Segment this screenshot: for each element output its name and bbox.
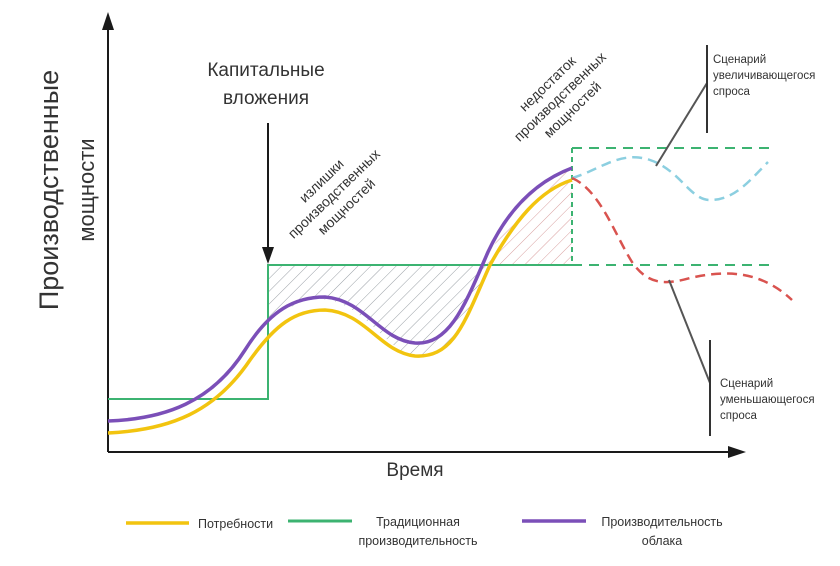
legend-cloud-label-line1: Производительность bbox=[601, 515, 722, 529]
legend-cloud-label-line2: облака bbox=[642, 534, 683, 548]
increase-scenario-pointer bbox=[655, 82, 708, 167]
decrease-scenario-pointer bbox=[668, 279, 711, 384]
legend-traditional-label-line1: Традиционная bbox=[376, 515, 460, 529]
y-axis-arrow-icon bbox=[102, 12, 114, 30]
y-axis-label-line1: Производственные bbox=[34, 70, 64, 310]
legend-traditional-label-line2: производительность bbox=[358, 534, 477, 548]
x-axis-arrow-icon bbox=[728, 446, 746, 458]
decrease-scenario-curve bbox=[571, 176, 793, 301]
increase-scenario-label-line1: Сценарий bbox=[713, 54, 766, 66]
capex-label-line1: Капитальные bbox=[207, 60, 324, 81]
legend-demand-label: Потребности bbox=[198, 517, 273, 531]
excess-capacity-hatch bbox=[268, 265, 488, 359]
increase-scenario-label-line2: увеличивающегося bbox=[713, 70, 815, 82]
y-axis-label-line2: мощности bbox=[74, 138, 99, 241]
cloud-capacity-curve bbox=[107, 166, 573, 423]
traditional-capacity-line bbox=[108, 264, 572, 400]
x-axis-label: Время bbox=[386, 460, 443, 481]
increase-scenario-curve bbox=[571, 156, 769, 202]
increase-scenario-label-line3: спроса bbox=[713, 86, 751, 98]
capex-arrow-head-icon bbox=[262, 247, 274, 264]
demand-curve bbox=[107, 178, 573, 435]
capex-label-line2: вложения bbox=[223, 88, 309, 109]
decrease-scenario-label-line2: уменьшающегося bbox=[720, 394, 815, 406]
legend: Потребности Традиционная производительно… bbox=[126, 515, 723, 548]
decrease-scenario-label-line3: спроса bbox=[720, 410, 758, 422]
decrease-scenario-label-line1: Сценарий bbox=[720, 378, 773, 390]
